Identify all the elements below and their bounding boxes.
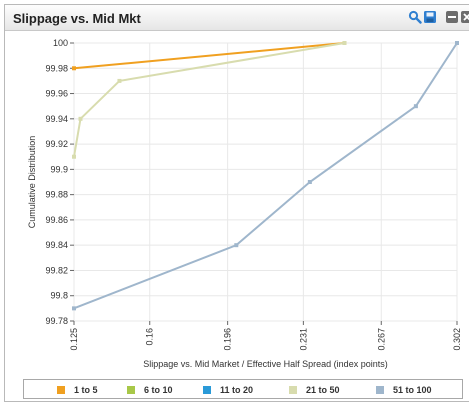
data-point-51-to-100[interactable] [72, 306, 76, 311]
line-chart: 99.78 99.8 99.82 99.84 99.86 99.88 99.9 99.92 99… [27, 38, 462, 369]
legend-item-21-to-50[interactable]: 21 to 50 [289, 383, 340, 397]
minimize-icon[interactable] [445, 10, 459, 24]
legend-item-11-to-20[interactable]: 11 to 20 [203, 383, 253, 397]
data-point-51-to-100[interactable] [307, 180, 312, 184]
x-tick-label: 0.267 [376, 328, 386, 351]
axis-layer: 99.78 99.8 99.82 99.84 99.86 99.88 99.9 99.92 99… [45, 38, 462, 351]
y-tick-label: 99.88 [45, 190, 68, 200]
data-point-51-to-100[interactable] [413, 104, 418, 109]
legend-swatch [127, 386, 135, 394]
legend-swatch [289, 386, 297, 394]
y-tick-label: 100 [53, 38, 68, 48]
legend-label: 11 to 20 [220, 385, 254, 395]
legend-item-6-to-10[interactable]: 6 to 10 [127, 383, 173, 397]
data-point-21-to-50[interactable] [72, 154, 76, 159]
chart-area: 99.78 99.8 99.82 99.84 99.86 99.88 99.9 99.92 99… [5, 31, 469, 376]
legend-label: 21 to 50 [306, 385, 340, 395]
legend-swatch [57, 386, 65, 394]
chart-legend: 1 to 5 6 to 10 11 to 20 21 to 50 51 to 1… [23, 379, 463, 399]
plot-frame [73, 42, 458, 322]
data-point-1-to-5[interactable] [72, 66, 76, 71]
y-axis-title: Cumulative Distribution [27, 136, 37, 229]
y-tick-label: 99.92 [45, 139, 68, 149]
y-tick-label: 99.86 [45, 215, 68, 225]
widget-titlebar: Slippage vs. Mid Mkt [5, 5, 469, 31]
x-tick-label: 0.125 [69, 328, 79, 351]
legend-item-51-to-100[interactable]: 51 to 100 [376, 383, 432, 397]
legend-label: 6 to 10 [144, 385, 173, 395]
grid-layer [73, 42, 458, 322]
series-layer [72, 41, 459, 311]
x-tick-label: 0.196 [223, 328, 233, 351]
data-point-51-to-100[interactable] [234, 243, 239, 248]
y-tick-label: 99.8 [50, 291, 68, 301]
x-tick-label: 0.231 [298, 328, 308, 351]
y-tick-label: 99.9 [50, 164, 68, 174]
search-icon[interactable] [408, 10, 422, 24]
data-point-21-to-50[interactable] [342, 41, 347, 45]
y-tick-label: 99.98 [45, 63, 68, 73]
y-tick-label: 99.82 [45, 265, 68, 275]
x-tick-label: 0.16 [145, 328, 155, 346]
save-icon[interactable] [423, 10, 437, 24]
data-point-51-to-100[interactable] [455, 41, 459, 45]
legend-item-1-to-5[interactable]: 1 to 5 [57, 383, 98, 397]
y-tick-label: 99.78 [45, 316, 68, 326]
series-line-21-to-50 [73, 42, 345, 157]
widget-title: Slippage vs. Mid Mkt [13, 11, 141, 26]
y-tick-label: 99.94 [45, 114, 68, 124]
series-line-1-to-5 [73, 42, 345, 70]
data-point-21-to-50[interactable] [117, 78, 122, 83]
y-tick-label: 99.96 [45, 89, 68, 99]
data-point-21-to-50[interactable] [78, 116, 83, 121]
legend-label: 51 to 100 [393, 385, 432, 395]
y-tick-label: 99.84 [45, 240, 68, 250]
close-icon[interactable] [460, 10, 469, 24]
x-tick-label: 0.302 [452, 328, 462, 351]
legend-swatch [203, 386, 211, 394]
legend-label: 1 to 5 [74, 385, 98, 395]
x-axis-title: Slippage vs. Mid Market / Effective Half… [143, 359, 387, 369]
chart-widget: Slippage vs. Mid Mkt [4, 4, 469, 402]
legend-swatch [376, 386, 384, 394]
